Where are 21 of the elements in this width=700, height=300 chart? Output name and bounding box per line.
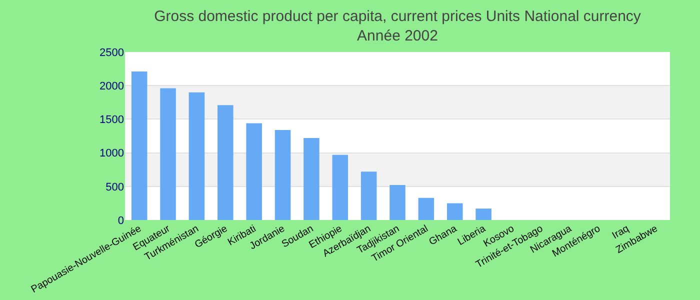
bar bbox=[446, 203, 463, 220]
chart-title: Gross domestic product per capita, current prices Units National currency bbox=[154, 8, 642, 25]
bar bbox=[476, 208, 492, 220]
bar bbox=[218, 105, 234, 220]
bar bbox=[304, 138, 320, 220]
y-tick-label: 1000 bbox=[100, 148, 124, 160]
y-tick-label: 1500 bbox=[100, 114, 124, 126]
bar bbox=[390, 185, 406, 220]
y-tick-label: 2500 bbox=[100, 46, 124, 59]
bar bbox=[246, 123, 262, 220]
y-tick-label: 0 bbox=[118, 214, 124, 227]
bar bbox=[360, 172, 377, 220]
y-tick-label: 500 bbox=[106, 181, 124, 194]
bar bbox=[160, 88, 176, 220]
bar bbox=[418, 198, 434, 220]
bar bbox=[188, 92, 205, 220]
bar bbox=[332, 154, 348, 220]
bar bbox=[274, 130, 291, 220]
bar bbox=[131, 71, 148, 220]
y-tick-label: 2000 bbox=[100, 80, 124, 92]
chart-subtitle: Année 2002 bbox=[357, 28, 438, 44]
